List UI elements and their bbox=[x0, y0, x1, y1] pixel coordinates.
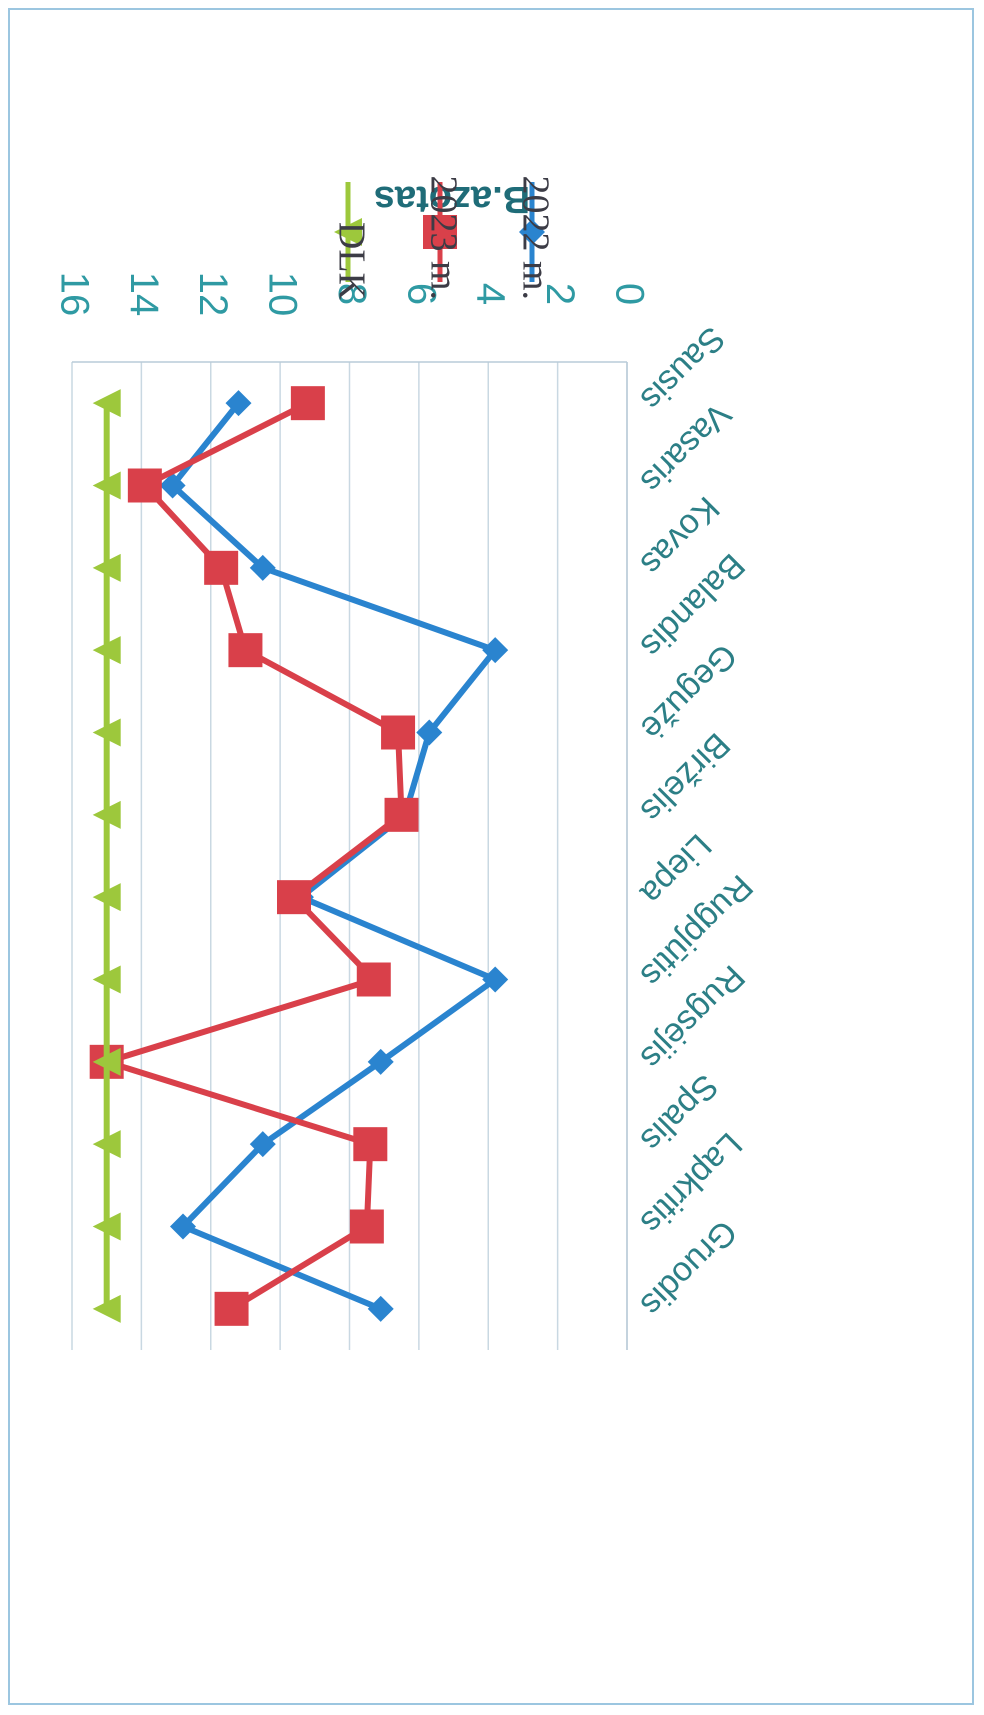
data-point bbox=[228, 633, 263, 668]
legend-label: DLK bbox=[330, 222, 372, 301]
series-1 bbox=[159, 390, 509, 1322]
data-point bbox=[92, 1047, 121, 1076]
data-point bbox=[482, 637, 509, 664]
line-chart: 0 2 4 6 8 10 12 14 16 SausisVasarisKovasBalandis… bbox=[52, 175, 760, 1350]
data-point bbox=[159, 472, 186, 499]
legend-marker bbox=[423, 215, 457, 249]
data-point bbox=[249, 1131, 276, 1158]
series-3 bbox=[92, 389, 121, 1323]
data-point bbox=[290, 386, 325, 421]
series-line bbox=[169, 401, 499, 1312]
legend-label: 2023 m. bbox=[422, 175, 464, 300]
data-point bbox=[249, 554, 276, 581]
data-point bbox=[277, 880, 311, 915]
y-tick-label: 4 bbox=[469, 283, 513, 305]
y-axis-label: B.azotas bbox=[374, 178, 530, 220]
data-point bbox=[92, 883, 121, 912]
data-point bbox=[353, 1127, 388, 1162]
y-tick-label: 0 bbox=[607, 283, 651, 305]
data-point bbox=[92, 553, 121, 582]
series-2 bbox=[89, 386, 419, 1326]
data-point bbox=[214, 1291, 249, 1326]
data-point bbox=[92, 471, 121, 500]
legend-marker bbox=[334, 218, 362, 246]
y-tick-label: 14 bbox=[122, 272, 166, 317]
data-point bbox=[92, 965, 121, 994]
y-tick-label: 16 bbox=[52, 272, 96, 317]
data-point bbox=[416, 719, 443, 746]
data-point bbox=[356, 962, 391, 997]
data-point bbox=[127, 468, 162, 503]
legend: 2022 m. 2023 m. DLK bbox=[330, 175, 556, 300]
y-tick-label: 6 bbox=[399, 283, 443, 305]
y-tick-label: 8 bbox=[330, 283, 374, 305]
data-point bbox=[92, 389, 121, 418]
data-point bbox=[225, 390, 252, 417]
data-point bbox=[204, 550, 239, 585]
data-point bbox=[384, 797, 419, 832]
data-point bbox=[92, 1212, 121, 1241]
chart-frame: 0 2 4 6 8 10 12 14 16 Sausis Vasaris Kovas Balandis… bbox=[8, 8, 974, 1705]
data-point bbox=[92, 636, 121, 665]
axes bbox=[72, 361, 628, 1350]
data-point bbox=[482, 966, 509, 993]
data-point bbox=[367, 1295, 394, 1322]
legend-marker bbox=[519, 219, 545, 245]
data-point bbox=[92, 718, 121, 747]
data-point bbox=[170, 1213, 196, 1240]
x-tick-label: Vasaris bbox=[633, 395, 738, 500]
y-tick-label: 10 bbox=[261, 272, 305, 317]
data-point bbox=[92, 1130, 121, 1159]
x-tick-labels: SausisVasarisKovasBalandisGegužėBirželis… bbox=[633, 319, 760, 1324]
series-group bbox=[89, 386, 509, 1326]
legend-label: 2022 m. bbox=[514, 175, 556, 300]
y-tick-label: 2 bbox=[538, 283, 582, 305]
data-point bbox=[349, 1209, 384, 1244]
data-point bbox=[92, 1294, 121, 1323]
data-point bbox=[92, 800, 121, 829]
y-tick-label: 12 bbox=[191, 272, 235, 317]
x-tick-label: Birželis bbox=[633, 725, 737, 829]
data-point bbox=[367, 1048, 394, 1075]
y-tick-labels: 0 2 4 6 8 10 12 14 16 bbox=[52, 272, 651, 317]
data-point bbox=[381, 715, 416, 750]
